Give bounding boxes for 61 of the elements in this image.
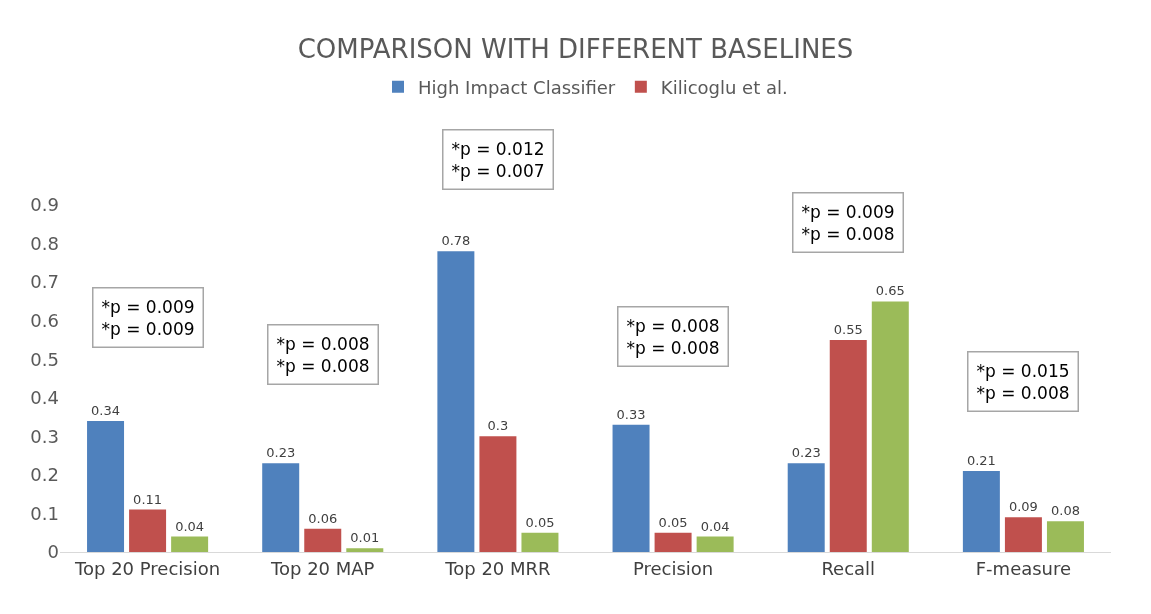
data-label: 0.09 bbox=[1008, 499, 1038, 515]
bar bbox=[479, 436, 517, 552]
data-label: 0.06 bbox=[308, 510, 338, 526]
data-label: 0.11 bbox=[133, 491, 163, 507]
y-tick-label: 0.8 bbox=[30, 232, 59, 254]
data-label: 0.04 bbox=[700, 518, 730, 534]
bar bbox=[962, 471, 1000, 552]
bar bbox=[1004, 517, 1042, 552]
legend-label: High Impact Classifier bbox=[418, 76, 616, 98]
bar bbox=[696, 536, 734, 552]
annotation: *p = 0.009 *p = 0.009 bbox=[101, 296, 195, 339]
x-tick-label: Top 20 MRR bbox=[444, 557, 551, 579]
bar bbox=[437, 251, 475, 552]
y-tick-label: 0.5 bbox=[30, 348, 59, 370]
data-label: 0.05 bbox=[658, 514, 688, 530]
data-label: 0.55 bbox=[833, 321, 863, 337]
bar bbox=[1046, 521, 1084, 552]
y-tick-label: 0.3 bbox=[30, 425, 59, 447]
x-tick-label: F-measure bbox=[975, 557, 1072, 579]
annotation: *p = 0.008 *p = 0.008 bbox=[276, 333, 370, 376]
bar bbox=[304, 528, 342, 552]
bar bbox=[346, 548, 384, 552]
x-tick-label: Recall bbox=[821, 557, 876, 579]
bar bbox=[612, 424, 650, 552]
data-label: 0.04 bbox=[175, 518, 205, 534]
data-label: 0.33 bbox=[616, 406, 646, 422]
data-label: 0.23 bbox=[266, 445, 296, 461]
data-label: 0.01 bbox=[350, 530, 380, 546]
bar bbox=[654, 532, 692, 552]
x-tick-label: Precision bbox=[632, 557, 714, 579]
bar bbox=[129, 509, 167, 552]
bar bbox=[787, 463, 825, 552]
y-tick-label: 0.9 bbox=[30, 194, 59, 216]
annotation: *p = 0.015 *p = 0.008 bbox=[976, 360, 1070, 403]
annotation: *p = 0.009 *p = 0.008 bbox=[801, 201, 895, 244]
data-label: 0.21 bbox=[966, 453, 996, 469]
bar bbox=[871, 301, 909, 552]
data-label: 0.65 bbox=[875, 283, 905, 299]
data-label: 0.3 bbox=[487, 418, 509, 434]
data-label: 0.23 bbox=[791, 445, 821, 461]
chart-title: COMPARISON WITH DIFFERENT BASELINES bbox=[297, 34, 854, 65]
bar bbox=[87, 420, 125, 552]
legend-label: Kilicoglu et al. bbox=[660, 76, 788, 98]
y-tick-label: 0 bbox=[47, 541, 59, 563]
data-label: 0.34 bbox=[91, 402, 121, 418]
annotation: *p = 0.008 *p = 0.008 bbox=[626, 315, 720, 358]
data-label: 0.05 bbox=[525, 514, 555, 530]
y-tick-label: 0.7 bbox=[30, 271, 59, 293]
bar bbox=[171, 536, 209, 552]
y-tick-label: 0.4 bbox=[30, 387, 59, 409]
bar bbox=[829, 339, 867, 552]
bar bbox=[262, 463, 300, 552]
bar bbox=[521, 532, 559, 552]
y-tick-label: 0.2 bbox=[30, 464, 59, 486]
y-tick-label: 0.6 bbox=[30, 309, 59, 331]
x-tick-label: Top 20 MAP bbox=[270, 557, 375, 579]
x-tick-label: Top 20 Precision bbox=[74, 557, 221, 579]
y-tick-label: 0.1 bbox=[30, 502, 59, 524]
data-label: 0.08 bbox=[1050, 503, 1080, 519]
text: *p = 0.012 *p = 0.007 bbox=[451, 138, 545, 181]
data-label: 0.78 bbox=[441, 233, 471, 249]
